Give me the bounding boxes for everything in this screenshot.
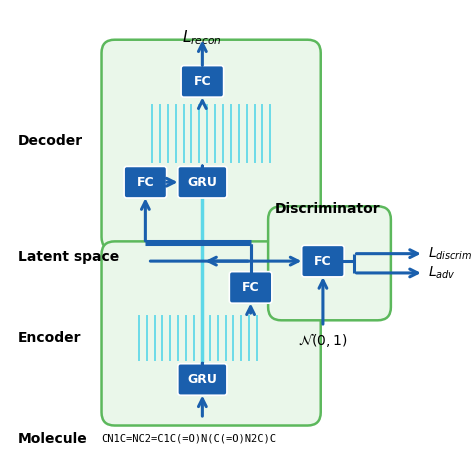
Text: $\mathcal{N}(0,1)$: $\mathcal{N}(0,1)$ [298,331,348,349]
Text: Discriminator: Discriminator [275,201,380,216]
FancyBboxPatch shape [101,241,321,426]
FancyBboxPatch shape [178,166,227,198]
Text: GRU: GRU [187,176,217,189]
Text: FC: FC [137,176,154,189]
FancyBboxPatch shape [124,166,167,198]
FancyBboxPatch shape [178,364,227,395]
FancyBboxPatch shape [229,272,272,303]
Text: Encoder: Encoder [18,331,82,345]
FancyBboxPatch shape [181,65,224,97]
Text: Latent space: Latent space [18,250,119,264]
Text: Molecule: Molecule [18,432,88,446]
Text: $L_{discrim}$: $L_{discrim}$ [428,246,473,262]
Text: FC: FC [193,75,211,88]
Text: FC: FC [242,281,259,294]
Text: Decoder: Decoder [18,134,83,147]
Text: $L_{recon}$: $L_{recon}$ [182,29,222,47]
Text: GRU: GRU [187,373,217,386]
Text: FC: FC [314,255,332,268]
FancyBboxPatch shape [101,40,321,250]
FancyBboxPatch shape [268,206,391,320]
Text: CN1C=NC2=C1C(=O)N(C(=O)N2C)C: CN1C=NC2=C1C(=O)N(C(=O)N2C)C [101,434,276,444]
FancyBboxPatch shape [301,246,344,277]
Text: $L_{adv}$: $L_{adv}$ [428,265,456,281]
